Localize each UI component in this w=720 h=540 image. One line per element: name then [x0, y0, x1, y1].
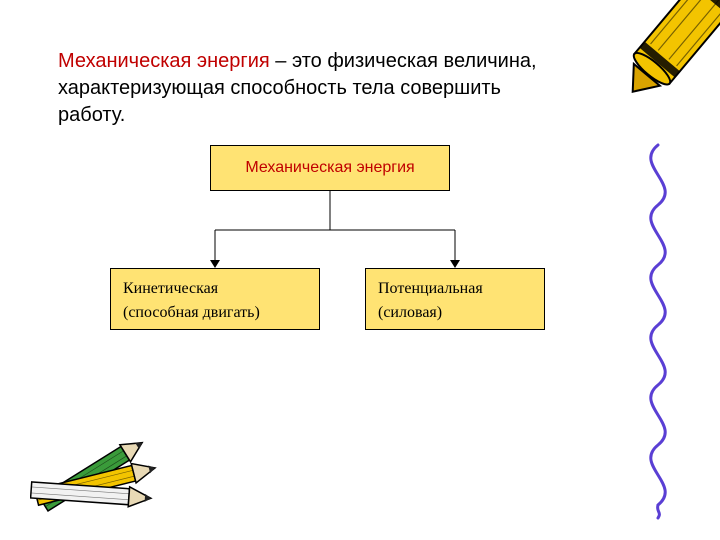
pencils-icon [30, 410, 170, 520]
potential-line1: Потенциальная [378, 277, 532, 301]
crayon-icon [610, 0, 720, 110]
definition-term: Механическая энергия [58, 50, 270, 72]
root-node: Механическая энергия [210, 145, 450, 191]
kinetic-line2: (способная двигать) [123, 301, 307, 325]
definition-heading: Механическая энергия – это физическая ве… [58, 48, 538, 129]
squiggle-icon [628, 140, 688, 520]
child-node-potential: Потенциальная (силовая) [365, 268, 545, 330]
root-node-label: Механическая энергия [245, 159, 414, 177]
kinetic-line1: Кинетическая [123, 277, 307, 301]
child-node-kinetic: Кинетическая (способная двигать) [110, 268, 320, 330]
potential-line2: (силовая) [378, 301, 532, 325]
